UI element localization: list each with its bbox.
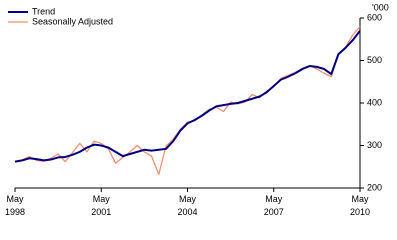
x-tick-label: May 1998 xyxy=(5,194,25,217)
x-tick-label: May 2001 xyxy=(91,194,111,217)
x-tick-label: May 2007 xyxy=(264,194,284,217)
legend-label: Seasonally Adjusted xyxy=(32,16,113,26)
y-tick-label: 300 xyxy=(367,140,382,150)
series-line xyxy=(14,30,361,163)
legend-label: Trend xyxy=(32,6,55,16)
chart: '000 200 300 400 500 600 May 1998 May 2001 May 200… xyxy=(5,2,389,217)
y-tick-label: 600 xyxy=(367,12,382,22)
x-tick-label: May 2004 xyxy=(177,194,197,217)
x-tick-label: May 2010 xyxy=(350,194,370,217)
y-tick-label: 500 xyxy=(367,55,382,65)
page: {"chart_data": {"type": "line", "y_unit"… xyxy=(4,2,389,218)
y-unit: '000 xyxy=(372,2,389,12)
y-tick-label: 400 xyxy=(367,97,382,107)
series-line xyxy=(14,26,361,176)
y-tick-label: 200 xyxy=(367,182,382,192)
